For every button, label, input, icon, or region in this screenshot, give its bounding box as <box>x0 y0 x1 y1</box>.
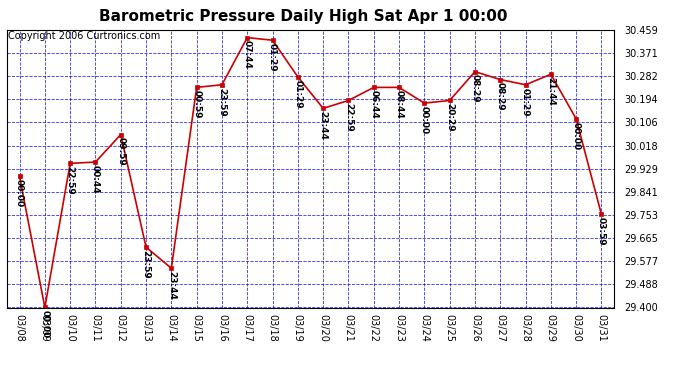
Text: 09:59: 09:59 <box>116 137 126 166</box>
Text: 00:00: 00:00 <box>420 106 429 134</box>
Text: Barometric Pressure Daily High Sat Apr 1 00:00: Barometric Pressure Daily High Sat Apr 1… <box>99 9 508 24</box>
Text: 08:29: 08:29 <box>495 82 505 111</box>
Text: 00:00: 00:00 <box>571 122 581 150</box>
Text: 22:59: 22:59 <box>344 103 353 132</box>
Text: 00:59: 00:59 <box>192 90 201 118</box>
Text: 22:59: 22:59 <box>66 166 75 195</box>
Text: 01:29: 01:29 <box>521 87 530 116</box>
Text: 23:59: 23:59 <box>141 250 150 279</box>
Text: 23:59: 23:59 <box>217 87 226 116</box>
Text: 21:44: 21:44 <box>546 77 555 106</box>
Text: 03:59: 03:59 <box>597 217 606 246</box>
Text: 00:00: 00:00 <box>15 179 24 207</box>
Text: 08:29: 08:29 <box>471 75 480 103</box>
Text: 06:44: 06:44 <box>369 90 378 119</box>
Text: 23:44: 23:44 <box>319 111 328 140</box>
Text: 01:29: 01:29 <box>293 80 302 108</box>
Text: 20:29: 20:29 <box>445 103 454 132</box>
Text: 00:00: 00:00 <box>40 310 50 338</box>
Text: 07:44: 07:44 <box>243 40 252 69</box>
Text: 23:44: 23:44 <box>167 271 176 300</box>
Text: 00:44: 00:44 <box>91 165 100 194</box>
Text: Copyright 2006 Curtronics.com: Copyright 2006 Curtronics.com <box>8 32 160 41</box>
Text: 01:29: 01:29 <box>268 43 277 72</box>
Text: 08:44: 08:44 <box>395 90 404 119</box>
